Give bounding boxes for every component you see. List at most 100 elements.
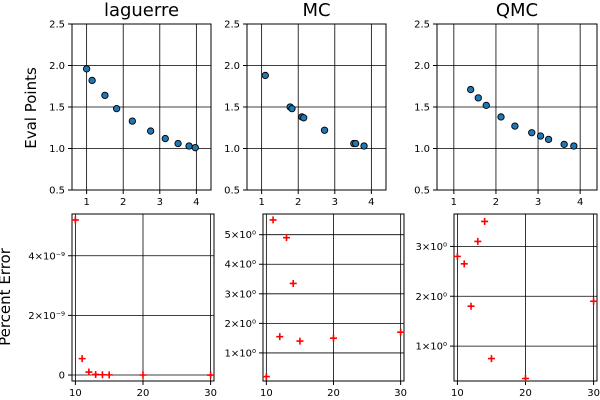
qmc-error-point-0 — [453, 252, 461, 260]
mc-error-point-7 — [397, 328, 405, 336]
qmc-point-5 — [528, 129, 536, 137]
panel-mc-percent-error: 10 20 30 1×10⁰ 2×10⁰ 3×10⁰ 4×10⁰ 5×10⁰ — [225, 213, 407, 399]
panel-qmc-eval-points: 1 2 3 4 0.5 1.0 1.5 2.0 2.5 QMC — [414, 0, 598, 208]
qmc-point-6 — [536, 132, 545, 140]
laguerre-ytick-label-4: 2.5 — [49, 20, 65, 31]
laguerre-point-5 — [146, 127, 155, 135]
mc-xtick-label-1: 2 — [295, 197, 301, 208]
mc-error-point-0 — [262, 373, 270, 381]
laguerre-point-8 — [185, 142, 193, 150]
mc-error-ytick-label-1: 2×10⁰ — [225, 319, 256, 330]
qmc-point-9 — [570, 142, 578, 150]
laguerre-error-point-4 — [98, 371, 106, 379]
qmc-error-xtick-label-2: 30 — [587, 388, 600, 399]
mc-ytick-label-0: 0.5 — [224, 186, 240, 197]
qmc-error-ytick-label-1: 2×10⁰ — [416, 292, 447, 303]
qmc-ytick-label-2: 1.5 — [414, 103, 430, 114]
qmc-xtick-label-1: 2 — [493, 197, 499, 208]
laguerre-point-0 — [82, 65, 91, 73]
qmc-point-7 — [544, 135, 553, 144]
mc-error-ytick-label-2: 3×10⁰ — [225, 289, 256, 300]
mc-xtick-label-2: 3 — [332, 197, 338, 208]
laguerre-ytick-label-1: 1.0 — [49, 144, 65, 155]
laguerre-xtick-label-0: 1 — [83, 197, 89, 208]
mc-error-ytick-label-0: 1×10⁰ — [225, 348, 256, 359]
mc-xtick-label-0: 1 — [258, 197, 264, 208]
laguerre-point-9 — [191, 144, 199, 152]
laguerre-point-2 — [101, 91, 109, 100]
mc-error-point-1 — [269, 216, 277, 224]
mc-xtick-label-3: 4 — [368, 197, 374, 208]
laguerre-error-point-7 — [207, 371, 215, 379]
mc-error-point-5 — [296, 337, 304, 345]
qmc-xtick-label-0: 1 — [451, 197, 457, 208]
qmc-error-point-6 — [522, 375, 529, 383]
mc-point-7 — [351, 139, 360, 148]
laguerre-error-ytick-label-2: 4×10⁻⁹ — [28, 251, 65, 262]
qmc-error-xtick-label-1: 20 — [519, 388, 532, 399]
panel-mc-eval-points: 1 2 3 4 0.5 1.0 1.5 2.0 2.5 MC — [224, 0, 387, 208]
laguerre-error-ytick-label-0: 0 — [59, 371, 65, 382]
mc-error-ytick-label-3: 4×10⁰ — [225, 260, 256, 271]
row-label-percent-error: Percent Error — [0, 247, 14, 346]
laguerre-point-3 — [112, 105, 121, 113]
mc-point-2 — [288, 105, 296, 113]
panel-laguerre-percent-error: 10 20 30 0 2×10⁻⁹ 4×10⁻⁹ — [28, 213, 217, 399]
panel-qmc-percent-error: 10 20 30 1×10⁰ 2×10⁰ 3×10⁰ — [416, 213, 600, 399]
laguerre-ytick-label-0: 0.5 — [49, 186, 65, 197]
qmc-point-4 — [511, 122, 519, 130]
laguerre-point-7 — [174, 139, 182, 148]
mc-error-xtick-label-1: 20 — [327, 388, 340, 399]
qmc-point-0 — [467, 85, 475, 94]
laguerre-error-xtick-label-0: 10 — [69, 388, 82, 399]
mc-point-0 — [261, 71, 269, 80]
mc-ytick-label-2: 1.5 — [224, 103, 240, 114]
qmc-point-3 — [497, 113, 505, 121]
qmc-point-1 — [474, 94, 482, 102]
laguerre-error-point-6 — [139, 371, 147, 379]
laguerre-xtick-label-2: 3 — [157, 197, 163, 208]
mc-point-5 — [320, 126, 329, 134]
qmc-error-ytick-label-2: 3×10⁰ — [416, 242, 447, 253]
mc-error-ytick-label-4: 5×10⁰ — [225, 230, 256, 241]
laguerre-title: laguerre — [104, 0, 179, 21]
laguerre-xtick-label-3: 4 — [193, 197, 199, 208]
laguerre-point-4 — [128, 117, 137, 125]
qmc-xtick-label-3: 4 — [577, 197, 583, 208]
qmc-ytick-label-1: 1.0 — [414, 144, 430, 155]
qmc-error-point-7 — [590, 297, 598, 305]
mc-ytick-label-4: 2.5 — [224, 20, 240, 31]
qmc-error-xtick-label-0: 10 — [451, 388, 464, 399]
mc-error-point-3 — [283, 234, 290, 242]
laguerre-point-6 — [161, 134, 169, 143]
laguerre-error-point-0 — [71, 216, 79, 224]
mc-point-8 — [360, 142, 368, 150]
laguerre-error-xtick-label-2: 30 — [204, 388, 217, 399]
qmc-error-ytick-label-0: 1×10⁰ — [416, 342, 447, 353]
mc-error-xtick-label-0: 10 — [260, 388, 273, 399]
laguerre-ytick-label-3: 2.0 — [49, 61, 65, 72]
qmc-ytick-label-0: 0.5 — [414, 186, 430, 197]
qmc-error-point-1 — [460, 260, 468, 268]
qmc-error-point-4 — [481, 217, 489, 225]
mc-error-point-6 — [330, 334, 337, 342]
mc-error-point-4 — [289, 279, 297, 287]
laguerre-error-point-5 — [105, 371, 113, 379]
mc-error-xtick-label-2: 30 — [394, 388, 407, 399]
panel-laguerre-eval-points: 1 2 3 4 0.5 1.0 1.5 2.0 2.5 laguerre — [49, 0, 212, 208]
laguerre-error-point-3 — [92, 370, 100, 378]
laguerre-ytick-label-2: 1.5 — [49, 103, 65, 114]
qmc-ytick-label-3: 2.0 — [414, 61, 430, 72]
qmc-error-point-5 — [487, 355, 495, 363]
qmc-point-2 — [482, 101, 490, 109]
qmc-point-8 — [560, 140, 568, 149]
laguerre-error-xtick-label-1: 20 — [137, 388, 150, 399]
mc-ytick-label-3: 2.0 — [224, 61, 240, 72]
qmc-xtick-label-2: 3 — [535, 197, 541, 208]
qmc-ytick-label-4: 2.5 — [414, 20, 430, 31]
laguerre-point-1 — [88, 76, 96, 85]
mc-title: MC — [302, 0, 330, 21]
laguerre-error-ytick-label-1: 2×10⁻⁹ — [28, 311, 65, 322]
qmc-title: QMC — [496, 0, 538, 21]
